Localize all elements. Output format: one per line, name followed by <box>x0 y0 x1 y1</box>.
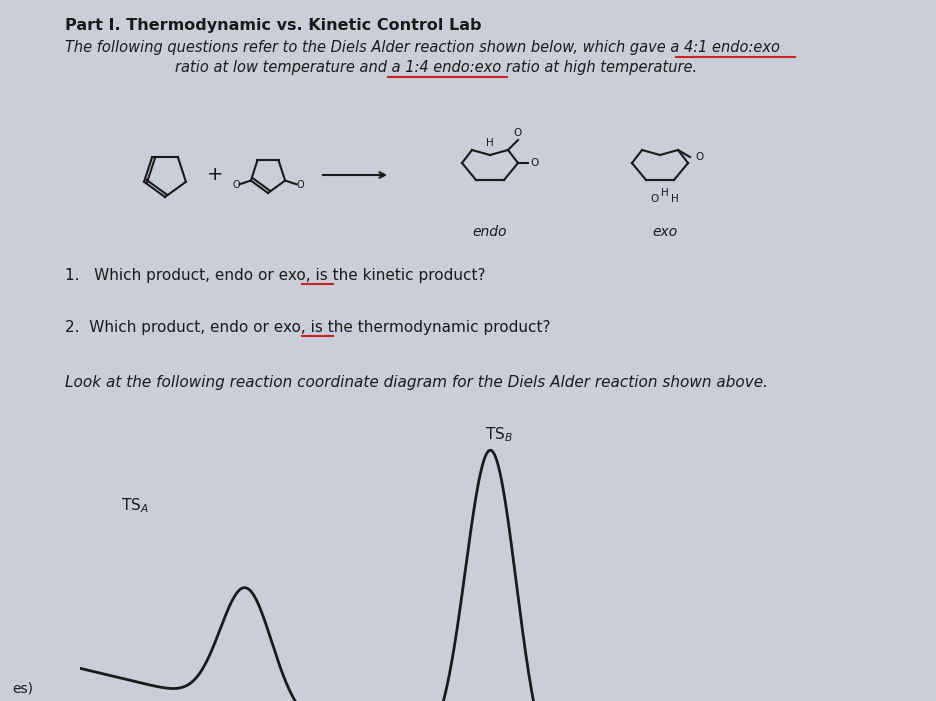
Text: TS$_B$: TS$_B$ <box>484 425 512 444</box>
Text: O: O <box>513 128 521 138</box>
Text: O: O <box>232 180 240 191</box>
Text: ratio at low temperature and a 1:4 endo:exo ratio at high temperature.: ratio at low temperature and a 1:4 endo:… <box>175 60 696 75</box>
Text: TS$_A$: TS$_A$ <box>122 496 149 515</box>
Text: The following questions refer to the Diels Alder reaction shown below, which gav: The following questions refer to the Die… <box>65 40 779 55</box>
Text: H: H <box>670 194 679 204</box>
Text: 1.   Which product, endo or exo, is the kinetic product?: 1. Which product, endo or exo, is the ki… <box>65 268 485 283</box>
Text: endo: endo <box>473 225 506 239</box>
Text: +: + <box>207 165 223 184</box>
Text: O: O <box>530 158 537 168</box>
Text: Part I. Thermodynamic vs. Kinetic Control Lab: Part I. Thermodynamic vs. Kinetic Contro… <box>65 18 481 33</box>
Text: O: O <box>651 194 658 204</box>
Text: O: O <box>296 180 303 191</box>
Text: H: H <box>661 188 668 198</box>
Text: Look at the following reaction coordinate diagram for the Diels Alder reaction s: Look at the following reaction coordinat… <box>65 375 768 390</box>
Text: O: O <box>695 152 703 162</box>
Text: es): es) <box>12 681 33 695</box>
Text: H: H <box>486 138 493 148</box>
Text: exo: exo <box>651 225 677 239</box>
Text: 2.  Which product, endo or exo, is the thermodynamic product?: 2. Which product, endo or exo, is the th… <box>65 320 550 335</box>
